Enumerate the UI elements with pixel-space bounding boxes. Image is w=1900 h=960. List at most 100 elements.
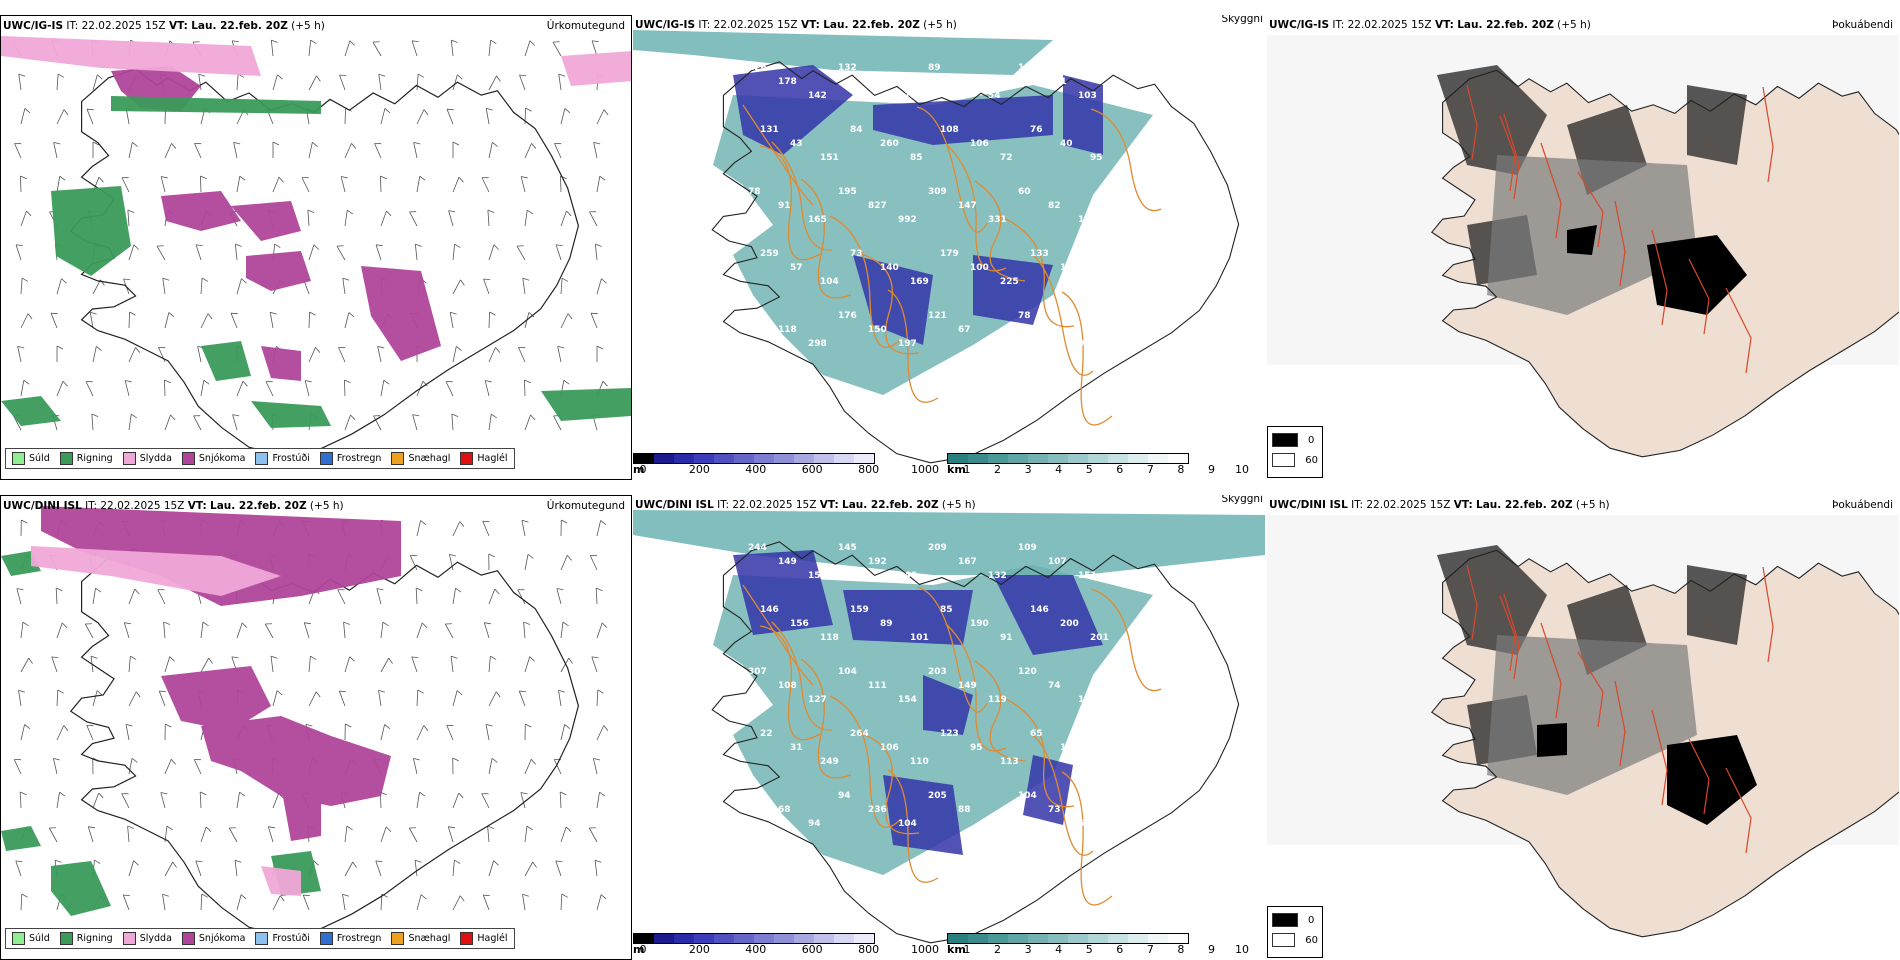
legend-swatch (1272, 933, 1295, 947)
cloud-base-value: 309 (928, 187, 947, 197)
cloud-base-value: 131 (760, 125, 779, 135)
colorbar-cell (988, 934, 1008, 943)
fog-legend-item: 60 (1272, 933, 1318, 947)
vt-label: VT: (820, 499, 839, 511)
colorbar-cell (794, 454, 814, 463)
cloud-base-value: 156 (790, 619, 809, 629)
cloud-base-value: 66 (1078, 819, 1091, 829)
cloud-base-value: 133 (1030, 249, 1049, 259)
colorbar-cell (988, 454, 1008, 463)
precip-legend-item: Snjókoma (182, 932, 246, 945)
cloud-base-value: 43 (790, 139, 803, 149)
cloud-base-value: 104 (820, 277, 839, 287)
legend-label: Slydda (140, 453, 172, 464)
cloud-base-value: 78 (748, 187, 761, 197)
colorbar-cell (714, 934, 734, 943)
colorbar-cell (1108, 454, 1128, 463)
cloud-base-value: 146 (898, 571, 917, 581)
cloud-base-value: 112 (988, 339, 1007, 349)
cloud-base-value: 264 (850, 729, 869, 739)
precip-type-panel: UWC/IG-IS IT: 22.02.2025 15Z VT: Lau. 22… (0, 15, 632, 480)
legend-swatch (12, 932, 25, 945)
lead-time: (+5 h) (291, 20, 325, 32)
cloud-base-value: 259 (760, 249, 779, 259)
panel-title: Þokuábendi (1832, 19, 1893, 31)
colorbar-cell (1028, 934, 1048, 943)
colorbar-cell (634, 934, 654, 943)
colorbar-tick: 8 (1177, 463, 1184, 476)
legend-label: Snjókoma (199, 933, 246, 944)
colorbar-cell (654, 934, 674, 943)
it-value: 22.02.2025 15Z (1366, 499, 1450, 511)
cloud-base-value: 95 (970, 743, 983, 753)
fog-legend-item: 0 (1272, 913, 1318, 927)
colorbar-cell (1048, 934, 1068, 943)
cloud-base-value: 123 (748, 311, 767, 321)
colorbar-cell (854, 934, 874, 943)
legend-swatch (320, 452, 333, 465)
legend-swatch (391, 932, 404, 945)
it-label: IT: (698, 19, 710, 31)
cloud-base-value: 104 (838, 667, 857, 677)
cloud-base-value: 192 (868, 557, 887, 567)
cloud-base-value: 992 (898, 215, 917, 225)
legend-label: Rigning (77, 933, 113, 944)
cloud-base-value: 108 (940, 125, 959, 135)
it-value: 22.02.2025 15Z (100, 500, 184, 512)
visibility-map: 2441491581451921462091671321091071511461… (633, 495, 1265, 960)
legend-label: Súld (29, 453, 50, 464)
precip-legend-item: Frostúði (255, 932, 309, 945)
colorbar-tick: 200 (689, 463, 710, 476)
cloud-base-value: 203 (928, 667, 947, 677)
colorbar-cell (754, 934, 774, 943)
cloud-base-value: 104 (898, 819, 917, 829)
cloud-base-value: 298 (808, 339, 827, 349)
cloud-base-value: 106 (880, 743, 899, 753)
colorbar-cell (1148, 934, 1168, 943)
cloud-base-value: 827 (868, 201, 887, 211)
colorbar-cell (654, 454, 674, 463)
cloud-base-value: 89 (928, 63, 941, 73)
cloud-base-value: 159 (850, 605, 869, 615)
cloud-base-value: 197 (898, 339, 917, 349)
colorbar-cell (754, 454, 774, 463)
colorbar-cell (694, 454, 714, 463)
colorbar-tick: 600 (802, 463, 823, 476)
cloud-base-value: 150 (868, 325, 887, 335)
vt-label: VT: (801, 19, 820, 31)
colorbar-tick: 2 (994, 463, 1001, 476)
cloud-base-value: 118 (820, 633, 839, 643)
colorbar-tick: 4 (1055, 463, 1062, 476)
cloud-base-value: 200 (1060, 619, 1079, 629)
cloud-base-value: 73 (850, 249, 863, 259)
visibility-map: 2261781421323611198994541171011031314315… (633, 15, 1265, 480)
cloud-base-value: 149 (958, 681, 977, 691)
legend-swatch (60, 452, 73, 465)
cloud-base-value: 60 (1018, 187, 1031, 197)
fog-index-panel: UWC/IG-IS IT: 22.02.2025 15Z VT: Lau. 22… (1267, 15, 1899, 480)
colorbar-tick: 1 (964, 463, 971, 476)
cloud-base-value: 68 (778, 805, 791, 815)
cloud-base-value: 54 (988, 91, 1001, 101)
precip-legend-item: Rigning (60, 452, 113, 465)
colorbar-cell (1008, 454, 1028, 463)
precip-type-map (1, 496, 632, 960)
legend-label: 60 (1305, 455, 1318, 466)
cloud-base-value: 31 (790, 743, 803, 753)
cloud-base-value: 111 (868, 681, 887, 691)
cloud-base-value: 176 (838, 311, 857, 321)
cloud-base-value: 140 (880, 263, 899, 273)
cloud-base-value: 57 (790, 263, 803, 273)
cloud-base-value: 142 (808, 91, 827, 101)
cloud-base-value: 65 (1030, 729, 1043, 739)
cloud-base-value: 123 (940, 729, 959, 739)
panel-title: Skyggni (1222, 495, 1264, 505)
cloud-base-value: 63 (1048, 325, 1061, 335)
cloud-base-value: 85 (910, 153, 923, 163)
precip-legend-item: Frostregn (320, 932, 382, 945)
model-name: UWC/IG-IS (635, 19, 695, 31)
cloud-base-value: 72 (1000, 153, 1013, 163)
